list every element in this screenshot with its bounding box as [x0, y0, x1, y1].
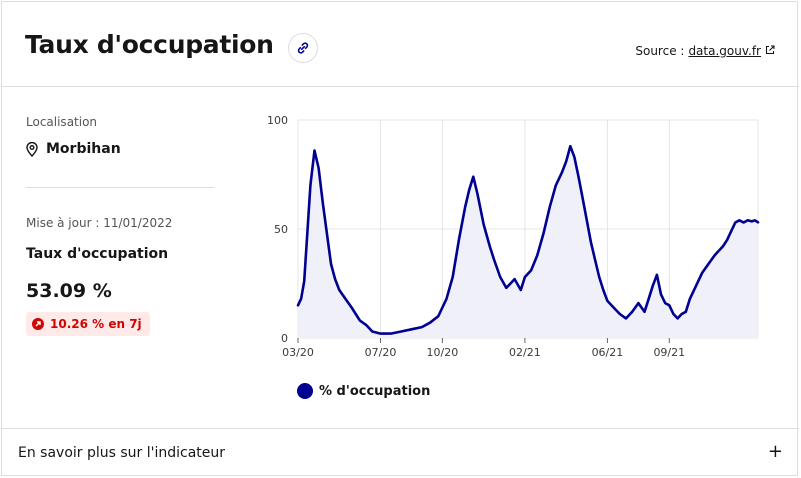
y-tick-label: 50: [274, 223, 288, 236]
x-tick-label: 02/21: [509, 346, 541, 359]
link-icon: [296, 41, 310, 55]
y-tick-label: 100: [267, 114, 288, 127]
y-axis-ticks: 0 50 100: [267, 114, 288, 345]
change-value: 10.26 % en 7j: [50, 317, 142, 331]
source-prefix: Source :: [635, 44, 685, 58]
occupancy-chart: 0 50 100 03/20 07/20 10/20 02/21 06/21 09/21: [267, 114, 760, 359]
source-info: Source : data.gouv.fr: [635, 44, 775, 58]
x-tick-label: 06/21: [592, 346, 624, 359]
chart-legend: % d'occupation: [297, 383, 430, 399]
location-row: Morbihan: [26, 141, 121, 157]
change-badge: 10.26 % en 7j: [26, 312, 150, 336]
series-area: [298, 146, 758, 338]
update-date: Mise à jour : 11/01/2022: [26, 216, 173, 230]
x-tick-label: 03/20: [282, 346, 314, 359]
trend-up-icon: [32, 318, 44, 330]
learn-more-accordion[interactable]: En savoir plus sur l'indicateur +: [2, 428, 799, 476]
x-tick-label: 07/20: [365, 346, 397, 359]
expand-icon: +: [767, 441, 783, 462]
metric-name: Taux d'occupation: [26, 246, 169, 262]
location-value: Morbihan: [46, 141, 121, 157]
map-pin-icon: [26, 141, 38, 157]
x-tick-label: 09/21: [653, 346, 685, 359]
x-tick-label: 10/20: [427, 346, 459, 359]
series-line: [296, 144, 760, 335]
learn-more-label: En savoir plus sur l'indicateur: [18, 445, 226, 461]
card-header: Taux d'occupation Source : data.gouv.fr: [2, 2, 799, 87]
y-tick-label: 0: [281, 332, 288, 345]
external-link-icon: [765, 44, 775, 58]
metric-value: 53.09 %: [26, 280, 112, 302]
divider: [26, 187, 214, 188]
source-link[interactable]: data.gouv.fr: [688, 44, 761, 58]
copy-link-button[interactable]: [288, 33, 318, 63]
page-title: Taux d'occupation: [25, 30, 274, 59]
legend-swatch: [297, 383, 313, 399]
location-label: Localisation: [26, 115, 98, 129]
x-axis-ticks: 03/20 07/20 10/20 02/21 06/21 09/21: [282, 338, 685, 359]
legend-label: % d'occupation: [319, 383, 431, 399]
